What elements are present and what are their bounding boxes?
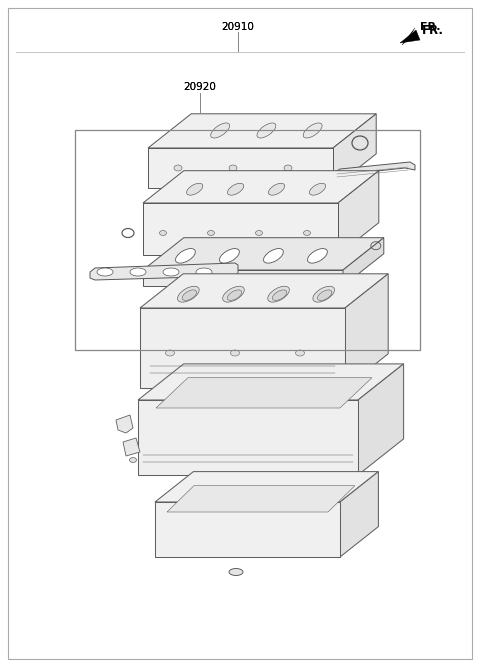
Text: 20920: 20920	[183, 82, 216, 92]
Polygon shape	[148, 114, 376, 148]
Polygon shape	[340, 472, 378, 557]
Polygon shape	[330, 162, 415, 181]
Polygon shape	[338, 171, 379, 255]
Ellipse shape	[130, 458, 136, 462]
Ellipse shape	[268, 286, 289, 302]
Ellipse shape	[308, 249, 327, 263]
Ellipse shape	[303, 123, 322, 138]
Polygon shape	[358, 364, 404, 475]
Polygon shape	[167, 486, 355, 512]
Polygon shape	[140, 308, 345, 388]
Ellipse shape	[174, 165, 182, 171]
Ellipse shape	[163, 268, 179, 276]
Ellipse shape	[182, 290, 197, 300]
Ellipse shape	[176, 249, 195, 263]
Polygon shape	[90, 263, 238, 280]
Ellipse shape	[255, 231, 263, 235]
Ellipse shape	[229, 568, 243, 576]
Ellipse shape	[207, 231, 215, 235]
Text: 20910: 20910	[222, 22, 254, 32]
Polygon shape	[138, 364, 404, 400]
Polygon shape	[138, 400, 358, 475]
Polygon shape	[400, 30, 420, 43]
Polygon shape	[143, 237, 384, 270]
Polygon shape	[143, 270, 343, 286]
Bar	[75, 130, 420, 350]
Polygon shape	[143, 203, 338, 255]
Ellipse shape	[230, 350, 240, 356]
Ellipse shape	[196, 268, 212, 276]
Ellipse shape	[313, 286, 335, 302]
Polygon shape	[148, 148, 333, 188]
Polygon shape	[123, 438, 140, 456]
Polygon shape	[333, 114, 376, 188]
Ellipse shape	[166, 350, 175, 356]
Ellipse shape	[264, 249, 283, 263]
Polygon shape	[345, 273, 388, 388]
Ellipse shape	[229, 165, 237, 171]
Polygon shape	[155, 502, 340, 557]
Ellipse shape	[227, 290, 241, 300]
Polygon shape	[140, 273, 388, 308]
Ellipse shape	[159, 231, 167, 235]
Polygon shape	[155, 472, 378, 502]
Ellipse shape	[284, 165, 292, 171]
Ellipse shape	[257, 123, 276, 138]
Ellipse shape	[211, 123, 229, 138]
Ellipse shape	[228, 183, 244, 195]
Ellipse shape	[268, 183, 285, 195]
Bar	[75, 130, 420, 350]
Ellipse shape	[272, 290, 287, 300]
Text: 20920: 20920	[183, 82, 216, 92]
Ellipse shape	[97, 268, 113, 276]
Ellipse shape	[317, 290, 332, 300]
Polygon shape	[343, 237, 384, 286]
Text: FR.: FR.	[420, 22, 441, 32]
Ellipse shape	[310, 183, 325, 195]
Ellipse shape	[130, 268, 146, 276]
Ellipse shape	[187, 183, 203, 195]
Text: FR.: FR.	[422, 24, 444, 37]
Ellipse shape	[223, 286, 244, 302]
Ellipse shape	[303, 231, 311, 235]
Text: 20910: 20910	[222, 22, 254, 32]
Polygon shape	[116, 415, 133, 433]
Ellipse shape	[296, 350, 304, 356]
Ellipse shape	[219, 249, 240, 263]
Ellipse shape	[178, 286, 199, 302]
Polygon shape	[156, 378, 372, 408]
Polygon shape	[402, 28, 415, 45]
Polygon shape	[143, 171, 379, 203]
